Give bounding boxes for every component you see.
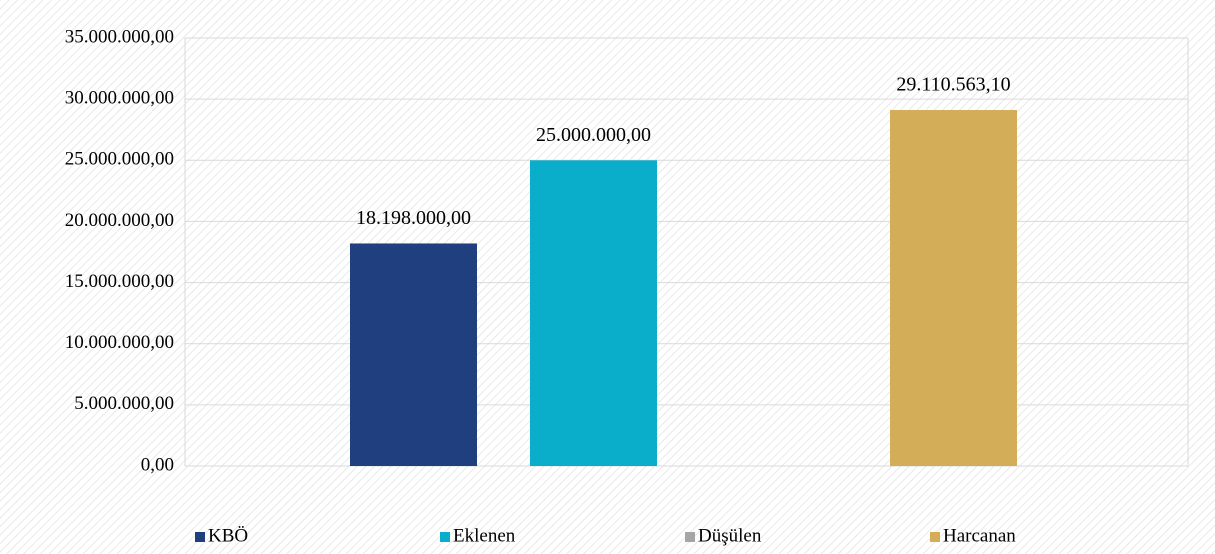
y-tick-label: 35.000.000,00 <box>65 26 174 47</box>
legend-label: KBÖ <box>208 525 248 546</box>
bar <box>890 110 1017 466</box>
legend-label: Harcanan <box>943 525 1016 546</box>
data-label: 29.110.563,10 <box>896 74 1010 96</box>
y-tick-label: 15.000.000,00 <box>65 271 174 292</box>
legend-marker <box>440 532 450 542</box>
y-tick-label: 25.000.000,00 <box>65 149 174 170</box>
data-label: 18.198.000,00 <box>356 207 471 229</box>
y-tick-label: 20.000.000,00 <box>65 210 174 231</box>
bar <box>530 160 657 467</box>
legend-label: Düşülen <box>698 525 762 546</box>
y-tick-label: 10.000.000,00 <box>65 332 174 353</box>
bar <box>350 243 477 466</box>
legend-marker <box>930 532 940 542</box>
y-tick-label: 30.000.000,00 <box>65 88 174 109</box>
legend-label: Eklenen <box>453 525 516 546</box>
legend-marker <box>195 532 205 542</box>
data-label: 25.000.000,00 <box>536 124 651 146</box>
y-tick-label: 5.000.000,00 <box>74 393 174 414</box>
y-tick-label: 0,00 <box>141 454 174 475</box>
legend-marker <box>685 532 695 542</box>
